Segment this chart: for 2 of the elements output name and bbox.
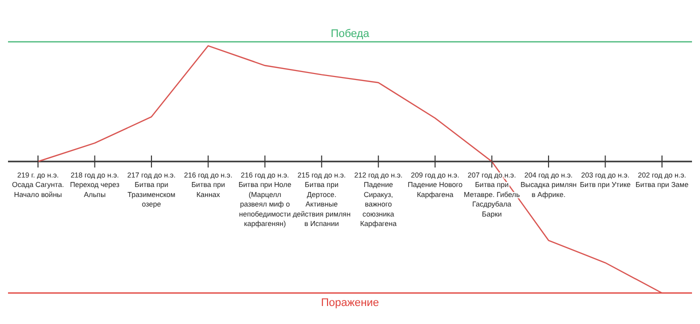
ref-line-label: Поражение: [320, 296, 380, 309]
ref-line-label: Победа: [330, 28, 370, 40]
